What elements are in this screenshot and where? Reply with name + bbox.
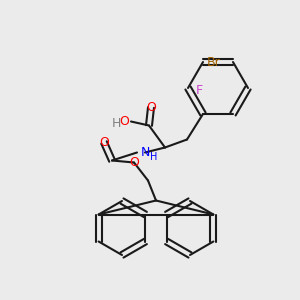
Text: Br: Br: [207, 56, 221, 68]
Text: F: F: [196, 83, 203, 97]
Text: O: O: [119, 115, 129, 128]
Text: O: O: [99, 136, 109, 149]
Text: H: H: [150, 152, 158, 163]
Text: N: N: [141, 146, 150, 159]
Text: O: O: [129, 156, 139, 169]
Text: O: O: [146, 101, 156, 114]
Text: H: H: [112, 117, 121, 130]
